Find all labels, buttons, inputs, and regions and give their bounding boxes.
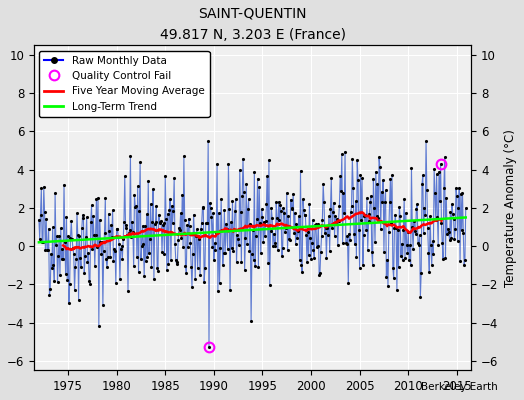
Legend: Raw Monthly Data, Quality Control Fail, Five Year Moving Average, Long-Term Tren: Raw Monthly Data, Quality Control Fail, …: [39, 51, 210, 117]
Y-axis label: Temperature Anomaly (°C): Temperature Anomaly (°C): [504, 129, 517, 287]
Title: SAINT-QUENTIN
49.817 N, 3.203 E (France): SAINT-QUENTIN 49.817 N, 3.203 E (France): [160, 7, 346, 42]
Text: Berkeley Earth: Berkeley Earth: [421, 382, 498, 392]
